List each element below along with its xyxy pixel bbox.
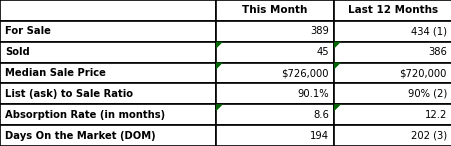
Polygon shape <box>216 104 222 111</box>
Bar <box>333 63 451 83</box>
Bar <box>0 42 216 63</box>
Bar <box>216 0 333 21</box>
Bar <box>216 104 333 125</box>
Bar <box>0 104 216 125</box>
Bar <box>216 125 333 146</box>
Text: Days On the Market (DOM): Days On the Market (DOM) <box>5 131 155 141</box>
Bar <box>0 21 216 42</box>
Bar <box>216 42 333 63</box>
Text: 202 (3): 202 (3) <box>410 131 446 141</box>
Text: 434 (1): 434 (1) <box>410 26 446 36</box>
Bar <box>0 63 216 83</box>
Text: 194: 194 <box>309 131 328 141</box>
Bar <box>216 21 333 42</box>
Text: 90.1%: 90.1% <box>297 89 328 99</box>
Text: 90% (2): 90% (2) <box>407 89 446 99</box>
Text: Sold: Sold <box>5 47 30 57</box>
Bar <box>333 0 451 21</box>
Text: List (ask) to Sale Ratio: List (ask) to Sale Ratio <box>5 89 133 99</box>
Text: Absorption Rate (in months): Absorption Rate (in months) <box>5 110 165 120</box>
Text: $720,000: $720,000 <box>399 68 446 78</box>
Text: Median Sale Price: Median Sale Price <box>5 68 106 78</box>
Bar <box>333 21 451 42</box>
Bar <box>0 83 216 104</box>
Bar <box>333 125 451 146</box>
Text: 12.2: 12.2 <box>423 110 446 120</box>
Bar <box>333 42 451 63</box>
Bar <box>0 125 216 146</box>
Text: 386: 386 <box>427 47 446 57</box>
Bar <box>0 0 216 21</box>
Text: For Sale: For Sale <box>5 26 51 36</box>
Polygon shape <box>333 63 340 70</box>
Text: 389: 389 <box>309 26 328 36</box>
Bar <box>333 83 451 104</box>
Polygon shape <box>216 63 222 70</box>
Polygon shape <box>333 42 340 49</box>
Text: 8.6: 8.6 <box>313 110 328 120</box>
Bar <box>333 104 451 125</box>
Text: Last 12 Months: Last 12 Months <box>347 5 437 15</box>
Bar <box>216 83 333 104</box>
Polygon shape <box>216 42 222 49</box>
Text: $726,000: $726,000 <box>281 68 328 78</box>
Bar <box>216 63 333 83</box>
Text: This Month: This Month <box>242 5 307 15</box>
Text: 45: 45 <box>316 47 328 57</box>
Polygon shape <box>333 104 340 111</box>
